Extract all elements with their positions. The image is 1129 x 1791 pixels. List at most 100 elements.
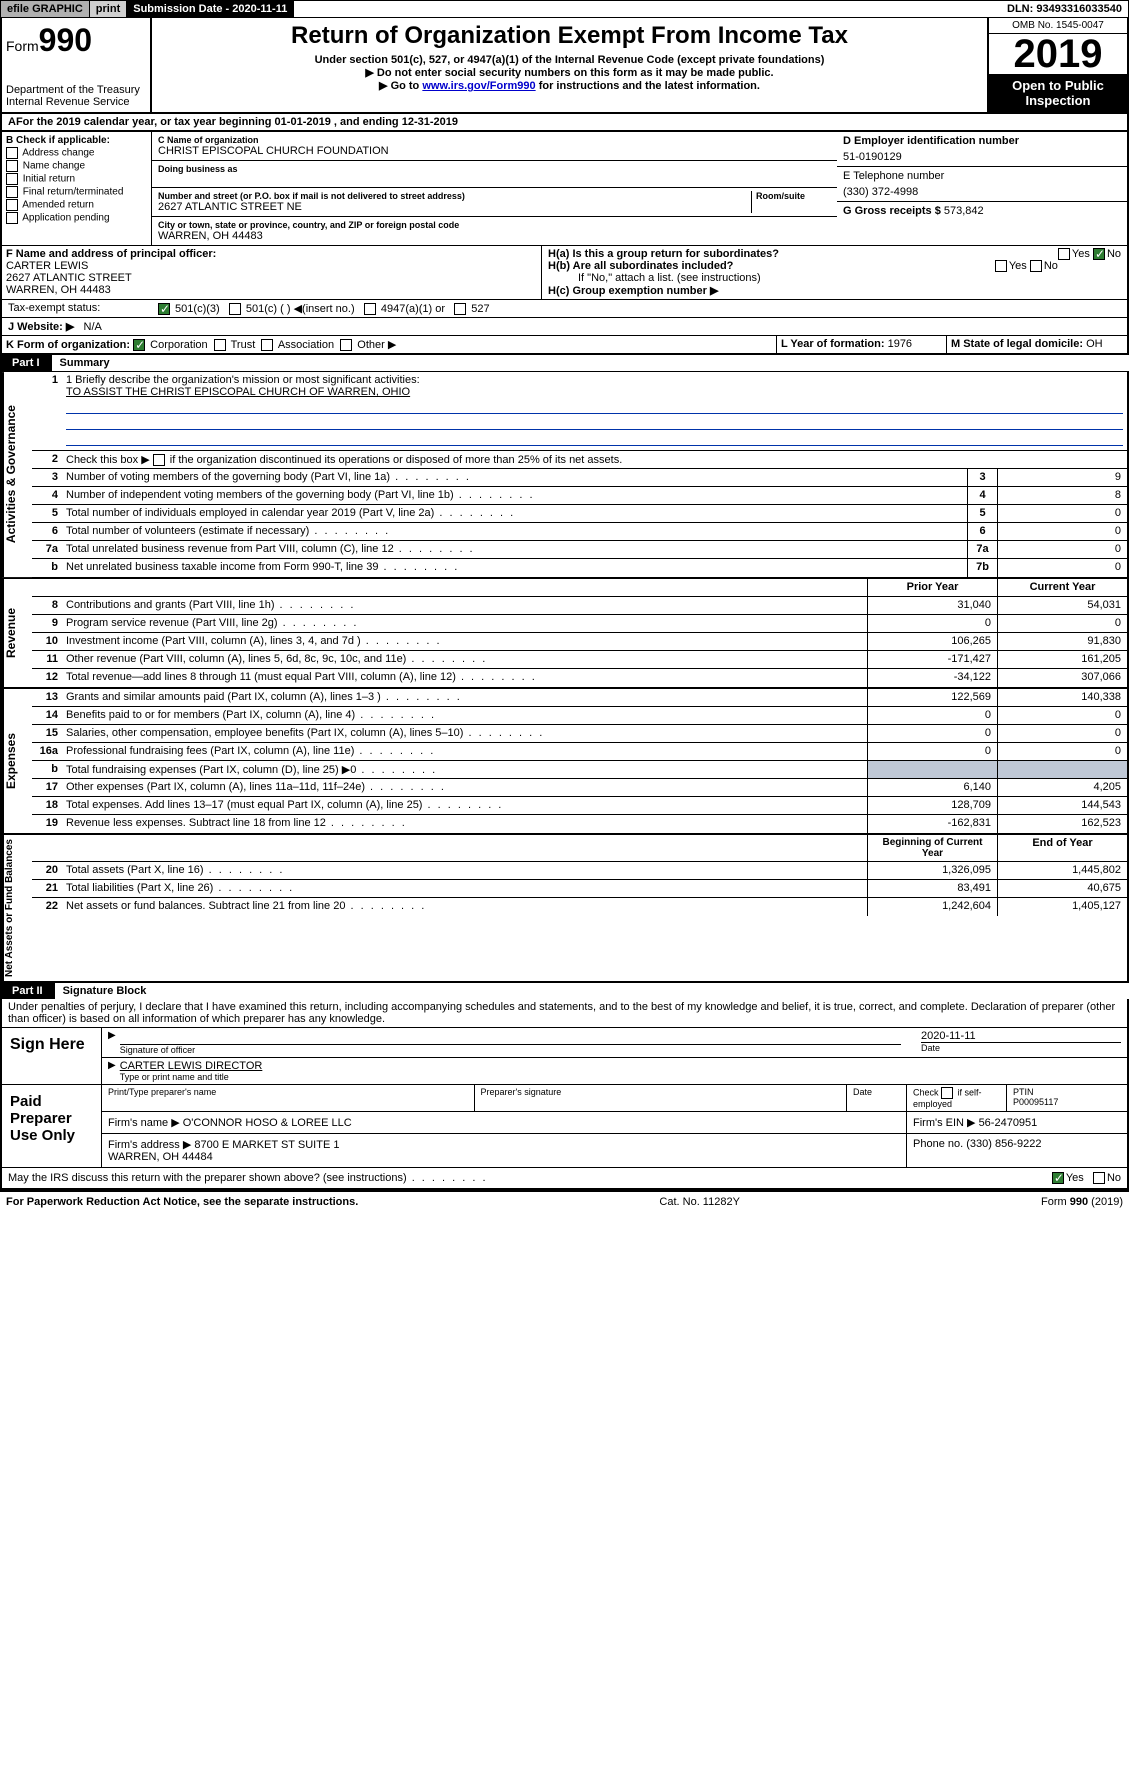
part2-header: Part II Signature Block	[0, 983, 1129, 999]
summary-row: 17Other expenses (Part IX, column (A), l…	[32, 779, 1127, 797]
k-opt[interactable]: Association	[261, 339, 340, 351]
prep-date-lbl: Date	[847, 1085, 907, 1111]
street: 2627 ATLANTIC STREET NE	[158, 201, 751, 213]
side-governance: Activities & Governance	[2, 372, 32, 577]
checkbox-opt[interactable]: Initial return	[6, 173, 147, 185]
subtitle-3: ▶ Go to www.irs.gov/Form990 for instruct…	[160, 79, 979, 92]
summary-row: 16aProfessional fundraising fees (Part I…	[32, 743, 1127, 761]
firm-ein-lbl: Firm's EIN ▶	[913, 1117, 976, 1129]
prep-sig-lbl: Preparer's signature	[475, 1085, 848, 1111]
summary-row: 12Total revenue—add lines 8 through 11 (…	[32, 669, 1127, 687]
phone-lbl: E Telephone number	[843, 170, 1121, 182]
firm-name: O'CONNOR HOSO & LOREE LLC	[183, 1117, 352, 1129]
tax-status-row: Tax-exempt status: 501(c)(3) 501(c) ( ) …	[0, 300, 1129, 318]
checkbox-opt[interactable]: Final return/terminated	[6, 186, 147, 198]
form-title: Return of Organization Exempt From Incom…	[160, 22, 979, 50]
dept: Department of the Treasury Internal Reve…	[6, 84, 146, 108]
topbar: efile GRAPHIC print Submission Date - 20…	[0, 0, 1129, 18]
room-lbl: Room/suite	[751, 191, 831, 213]
side-expenses: Expenses	[2, 689, 32, 833]
subtitle-2: ▶ Do not enter social security numbers o…	[160, 66, 979, 79]
addr-lbl: Number and street (or P.O. box if mail i…	[158, 191, 751, 201]
form-number: Form990	[6, 22, 146, 59]
checkbox-opt[interactable]: Amended return	[6, 199, 147, 211]
checkbox-opt[interactable]: Name change	[6, 160, 147, 172]
subtitle-1: Under section 501(c), 527, or 4947(a)(1)…	[160, 54, 979, 66]
firm-phone: (330) 856-9222	[966, 1138, 1041, 1150]
summary-row: 13Grants and similar amounts paid (Part …	[32, 689, 1127, 707]
self-emp: Check if self-employed	[907, 1085, 1007, 1111]
summary-row: 8Contributions and grants (Part VIII, li…	[32, 597, 1127, 615]
mission-text: TO ASSIST THE CHRIST EPISCOPAL CHURCH OF…	[66, 386, 410, 398]
summary-grid: Activities & Governance 11 Briefly descr…	[0, 371, 1129, 983]
firm-addr-lbl: Firm's address ▶	[108, 1139, 191, 1151]
discuss-row: May the IRS discuss this return with the…	[2, 1168, 1127, 1188]
summary-row: 4Number of independent voting members of…	[32, 487, 1127, 505]
k-opt[interactable]: Other ▶	[340, 339, 402, 351]
summary-row: 18Total expenses. Add lines 13–17 (must …	[32, 797, 1127, 815]
phone: (330) 372-4998	[843, 182, 1121, 198]
h-b: H(b) Are all subordinates included? Yes …	[548, 260, 1121, 272]
city-lbl: City or town, state or province, country…	[158, 220, 831, 230]
prep-name-lbl: Print/Type preparer's name	[102, 1085, 475, 1111]
summary-row: 6Total number of volunteers (estimate if…	[32, 523, 1127, 541]
tax-opt[interactable]: 4947(a)(1) or	[364, 303, 454, 315]
col-end: End of Year	[997, 835, 1127, 861]
summary-row: 21Total liabilities (Part X, line 26)83,…	[32, 880, 1127, 898]
sig-officer-lbl: Signature of officer	[120, 1044, 901, 1055]
ptin-lbl: PTIN	[1013, 1087, 1121, 1097]
sig-date: 2020-11-11	[921, 1030, 1121, 1042]
perjury-text: Under penalties of perjury, I declare th…	[2, 999, 1127, 1028]
name-title-lbl: Type or print name and title	[120, 1072, 1121, 1082]
part1-header: Part I Summary	[0, 355, 1129, 371]
k-opt[interactable]: Trust	[214, 339, 262, 351]
name-lbl: C Name of organization	[158, 135, 831, 145]
k-opt[interactable]: Corporation	[133, 339, 214, 351]
paperwork-notice: For Paperwork Reduction Act Notice, see …	[6, 1196, 358, 1208]
checkbox-opt[interactable]: Application pending	[6, 212, 147, 224]
col-prior: Prior Year	[867, 579, 997, 596]
gross-receipts: 573,842	[944, 205, 984, 217]
mission-lbl: 1 Briefly describe the organization's mi…	[66, 374, 420, 386]
org-name: CHRIST EPISCOPAL CHURCH FOUNDATION	[158, 145, 831, 157]
ein-lbl: D Employer identification number	[843, 135, 1121, 147]
tax-opt[interactable]: 527	[454, 303, 499, 315]
summary-row: 9Program service revenue (Part VIII, lin…	[32, 615, 1127, 633]
summary-row: 5Total number of individuals employed in…	[32, 505, 1127, 523]
line2: Check this box ▶ if the organization dis…	[62, 451, 1127, 468]
efile-btn[interactable]: efile GRAPHIC	[1, 1, 90, 17]
side-revenue: Revenue	[2, 579, 32, 687]
side-net: Net Assets or Fund Balances	[2, 835, 32, 981]
print-btn[interactable]: print	[90, 1, 127, 17]
h-c: H(c) Group exemption number ▶	[548, 284, 1121, 297]
officer-lbl: F Name and address of principal officer:	[6, 248, 537, 260]
summary-row: 22Net assets or fund balances. Subtract …	[32, 898, 1127, 916]
signature-block: Under penalties of perjury, I declare th…	[0, 999, 1129, 1190]
summary-row: 14Benefits paid to or for members (Part …	[32, 707, 1127, 725]
footer: For Paperwork Reduction Act Notice, see …	[0, 1190, 1129, 1212]
paid-preparer-lbl: Paid Preparer Use Only	[2, 1085, 102, 1167]
irs-link[interactable]: www.irs.gov/Form990	[422, 80, 535, 92]
h-b-note: If "No," attach a list. (see instruction…	[548, 272, 1121, 284]
tax-year: 2019	[989, 34, 1127, 74]
tax-opt[interactable]: 501(c)(3)	[158, 303, 229, 315]
submission-date: Submission Date - 2020-11-11	[127, 1, 294, 17]
form-header: Form990 Department of the Treasury Inter…	[0, 18, 1129, 114]
tax-opt[interactable]: 501(c) ( ) ◀(insert no.)	[229, 303, 364, 315]
officer-name: CARTER LEWIS	[6, 260, 537, 272]
checkbox-opt[interactable]: Address change	[6, 147, 147, 159]
summary-row: 20Total assets (Part X, line 16)1,326,09…	[32, 862, 1127, 880]
summary-row: bTotal fundraising expenses (Part IX, co…	[32, 761, 1127, 779]
summary-row: 7aTotal unrelated business revenue from …	[32, 541, 1127, 559]
date-lbl: Date	[921, 1042, 1121, 1053]
col-beginning: Beginning of Current Year	[867, 835, 997, 861]
city: WARREN, OH 44483	[158, 230, 831, 242]
gross-lbl: G Gross receipts $	[843, 205, 941, 217]
org-info-block: B Check if applicable: Address change Na…	[0, 132, 1129, 246]
cat-no: Cat. No. 11282Y	[659, 1196, 740, 1208]
form-ref: Form 990 (2019)	[1041, 1196, 1123, 1208]
summary-row: 3Number of voting members of the governi…	[32, 469, 1127, 487]
firm-ein: 56-2470951	[979, 1117, 1038, 1129]
row-K: K Form of organization: Corporation Trus…	[0, 336, 1129, 355]
officer-h-block: F Name and address of principal officer:…	[0, 246, 1129, 300]
